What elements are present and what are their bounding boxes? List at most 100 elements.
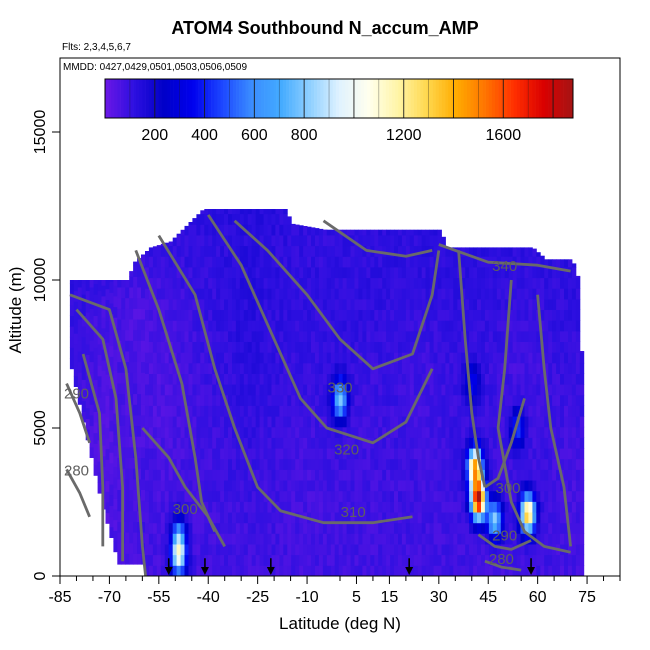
heatmap-cell [184,480,189,492]
heatmap-cell [433,362,438,374]
heatmap-cell [307,522,312,534]
heatmap-cell [303,309,308,321]
heatmap-cell [133,261,138,267]
heatmap-cell [322,298,328,310]
heatmap-cell [267,373,272,385]
heatmap-cell [263,330,268,342]
heatmap-cell [235,362,241,374]
heatmap-cell [145,490,150,502]
heatmap-cell [322,229,328,236]
colorbar-segment [264,79,268,118]
heatmap-cell [465,247,470,257]
heatmap-cell [232,341,237,353]
heatmap-cell [188,437,193,449]
heatmap-cell [425,405,430,417]
heatmap-cell [571,469,577,481]
heatmap-cell [508,330,514,342]
heatmap-cell [204,209,209,215]
heatmap-cell [330,320,336,332]
heatmap-cell [141,351,146,363]
heatmap-cell [287,437,292,449]
heatmap-cell [152,256,158,268]
heatmap-cell [453,341,458,353]
heatmap-cell [121,436,126,448]
heatmap-cell [145,320,150,332]
heatmap-cell [362,298,367,310]
heatmap-cell [469,437,474,449]
heatmap-cell [342,384,347,396]
heatmap-cell [334,554,340,566]
heatmap-cell [220,416,225,428]
heatmap-cell [516,352,521,364]
heatmap-cell [243,416,249,428]
heatmap-cell [338,544,344,556]
heatmap-cell [239,362,245,374]
heatmap-cell [93,280,98,284]
heatmap-cell [469,362,474,374]
heatmap-cell [141,329,146,341]
heatmap-cell [279,405,284,417]
colorbar-segment [460,79,465,118]
heatmap-cell [358,522,363,534]
heatmap-cell [228,224,233,236]
heatmap-cell [275,320,280,332]
heatmap-cell [437,256,442,268]
heatmap-cell [192,501,197,513]
heatmap-cell [255,501,261,513]
heatmap-cell [413,565,419,577]
heatmap-cell [504,247,510,257]
heatmap-cell [520,469,525,481]
heatmap-cell [117,308,122,320]
heatmap-cell [291,352,296,364]
heatmap-cell [484,458,490,470]
heatmap-cell [303,256,308,268]
heatmap-cell [520,512,525,524]
heatmap-cell [370,309,375,321]
heatmap-cell [85,386,91,398]
heatmap-cell [275,565,280,577]
heatmap-cell [263,362,268,374]
heatmap-cell [516,341,521,353]
colorbar-segment [388,79,393,118]
heatmap-cell [488,565,494,577]
heatmap-cell [184,288,189,300]
heatmap-cell [196,522,201,534]
heatmap-cell [200,224,205,236]
heatmap-cell [378,330,383,342]
heatmap-cell [152,469,158,481]
heatmap-cell [330,469,336,481]
heatmap-cell [579,480,585,492]
heatmap-cell [148,565,154,577]
heatmap-cell [536,448,541,460]
heatmap-cell [465,384,470,396]
heatmap-cell [504,288,510,300]
heatmap-cell [212,405,217,417]
heatmap-cell [228,298,233,310]
heatmap-cell [417,341,423,353]
heatmap-cell [358,309,363,321]
heatmap-cell [160,256,166,268]
heatmap-cell [508,352,514,364]
heatmap-cell [437,298,442,310]
colorbar-segment [441,79,446,118]
colorbar-segment [223,79,227,118]
heatmap-cell [200,309,205,321]
heatmap-cell [445,522,450,534]
heatmap-cell [279,288,284,300]
heatmap-cell [366,267,371,279]
heatmap-cell [398,437,403,449]
heatmap-cell [129,276,134,288]
heatmap-cell [137,393,142,405]
heatmap-cell [453,267,458,279]
heatmap-cell [342,362,347,374]
heatmap-cell [346,288,351,300]
heatmap-cell [113,498,118,510]
heatmap-cell [358,544,363,556]
heatmap-cell [536,384,541,396]
heatmap-cell [556,554,561,566]
heatmap-cell [109,484,114,496]
colorbar-segment [454,79,458,118]
heatmap-cell [117,361,122,373]
heatmap-cell [346,533,351,545]
heatmap-cell [326,416,332,428]
